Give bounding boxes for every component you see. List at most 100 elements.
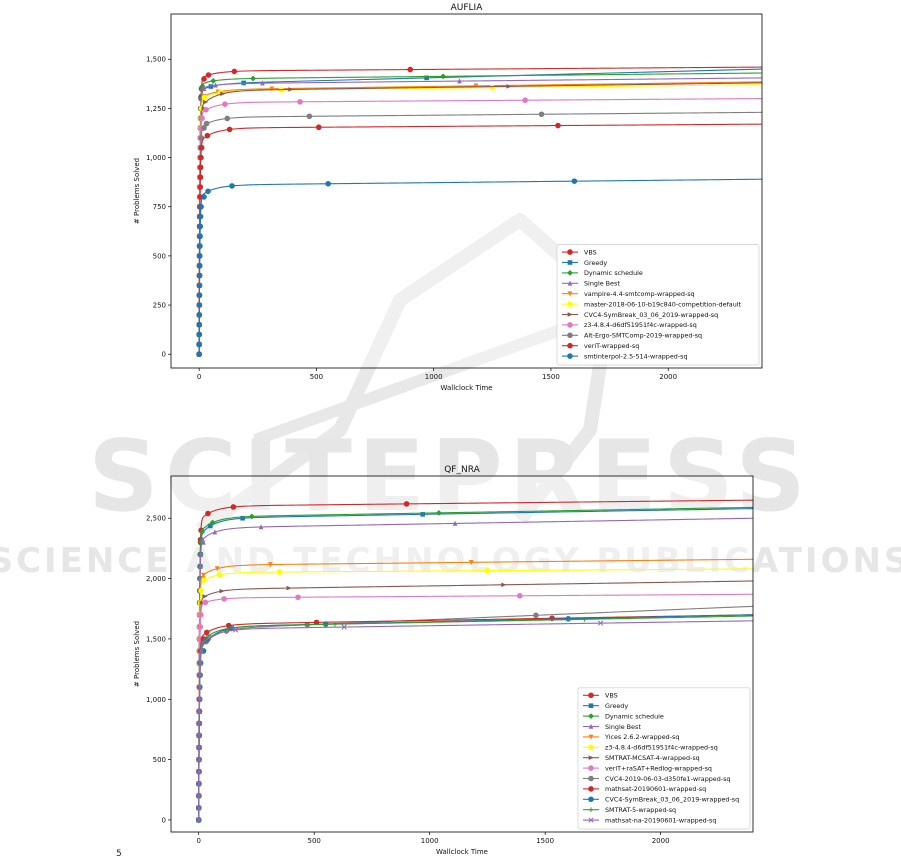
- series-marker: [231, 68, 238, 75]
- series-marker: [288, 87, 294, 92]
- series-marker: [248, 513, 255, 520]
- legend-marker: [567, 332, 573, 339]
- legend: VBS Greedy Dynamic schedule Single Best Yice…: [577, 687, 751, 830]
- legend-label: CVC4-SymBreak_03_06_2019-wrapped-sq: [605, 796, 739, 804]
- series-marker: [260, 80, 265, 86]
- legend-marker: [588, 775, 594, 782]
- series-marker: [201, 539, 206, 545]
- legend-marker: [567, 312, 573, 317]
- legend-label: VBS: [584, 248, 597, 256]
- series-marker: [538, 111, 545, 118]
- legend-item: veriT+raSAT+Redlog-wrapped-sq: [583, 764, 712, 772]
- series-marker: [241, 80, 247, 86]
- series-marker: [197, 243, 203, 249]
- series-marker: [230, 504, 237, 510]
- y-axis-label: # Problems Solved: [133, 621, 141, 687]
- x-tick-label: 2000: [652, 837, 670, 845]
- legend-item: CVC4-SymBreak_03_06_2019-wrapped-sq: [562, 311, 718, 319]
- series-marker: [286, 585, 292, 591]
- series-marker: [201, 125, 207, 131]
- series-marker: [197, 660, 204, 666]
- series-marker: [198, 144, 205, 151]
- series-marker: [233, 627, 239, 633]
- x-tick-label: 0: [196, 837, 200, 845]
- series-marker: [231, 625, 236, 630]
- series-marker: [332, 621, 338, 627]
- y-tick-label: 1,250: [146, 105, 166, 113]
- series-line-smtrat-mcsat-4-wrapped-sq: [198, 580, 753, 820]
- series-marker: [196, 756, 202, 763]
- series-marker: [210, 78, 217, 84]
- series-marker: [222, 101, 228, 108]
- legend-item: Single Best: [583, 723, 641, 731]
- legend-marker: [588, 692, 594, 699]
- series-marker: [200, 85, 206, 91]
- legend-label: mathsat-na-20190601-wrapped-sq: [605, 816, 716, 824]
- series-marker: [221, 596, 227, 602]
- series-marker: [198, 587, 204, 594]
- auflia-chart: 0 500 1000 1500 2000 0 250 500 750 1,000 1,250 1,50…: [133, 3, 763, 392]
- series-marker: [501, 582, 507, 588]
- series-marker: [199, 600, 205, 606]
- series-marker: [268, 562, 273, 568]
- x-tick-label: 500: [310, 373, 323, 381]
- legend-marker: [567, 301, 573, 307]
- series-marker: [196, 302, 203, 308]
- legend-label: master-2018-06-10-b19c840-competition-de…: [584, 300, 742, 308]
- x-axis-label: Wallclock Time: [441, 384, 493, 392]
- series-marker: [209, 519, 216, 526]
- series-line-single-best: [198, 517, 753, 820]
- legend-label: VBS: [605, 692, 618, 700]
- series-line-z3-4-8-4-d6df51951f4c-wrapped-sq: [198, 568, 753, 820]
- series-marker: [196, 720, 202, 727]
- y-tick-label: 500: [153, 756, 166, 764]
- legend-label: Dynamic schedule: [584, 269, 643, 277]
- series-marker: [197, 684, 203, 690]
- legend-label: Greedy: [584, 259, 607, 267]
- x-tick-label: 500: [308, 837, 321, 845]
- series-marker: [197, 233, 203, 240]
- series-marker: [420, 512, 426, 517]
- series-marker: [196, 272, 203, 279]
- legend-label: smtinterpol-2.5-514-wrapped-sq: [584, 352, 688, 360]
- series-line-mathsat-na-20190601-wrapped-sq: [198, 620, 753, 820]
- legend-label: Dynamic schedule: [605, 712, 664, 720]
- plot-frame: [170, 13, 763, 369]
- legend-label: SMTRAT-5-wrapped-sq: [605, 806, 676, 814]
- series-marker: [565, 616, 572, 622]
- legend-label: Single Best: [584, 280, 620, 288]
- series-marker: [516, 592, 523, 599]
- series-marker: [201, 572, 206, 578]
- legend-marker: [588, 796, 594, 803]
- legend-item: Alt-Ergo-SMTComp-2019-wrapped-sq: [562, 332, 702, 340]
- legend-label: z3-4.8.4-d6df51951f4c-wrapped-sq: [584, 321, 697, 329]
- series-marker: [201, 76, 207, 82]
- series-marker: [582, 616, 587, 622]
- series-marker: [196, 292, 203, 299]
- series-marker: [196, 312, 203, 318]
- series-marker: [196, 321, 203, 328]
- series-marker: [224, 115, 231, 122]
- chart-title: QF_NRA: [444, 465, 480, 475]
- series-marker: [196, 331, 203, 338]
- y-tick-label: 2,500: [146, 515, 166, 523]
- legend-marker: [567, 260, 573, 265]
- legend-box: [556, 244, 760, 366]
- y-tick-label: 1,000: [146, 696, 166, 704]
- series-marker: [197, 213, 204, 220]
- legend-label: veriT-wrapped-sq: [584, 342, 639, 350]
- series-marker: [229, 183, 235, 189]
- series-marker: [240, 515, 245, 521]
- series-marker: [206, 635, 212, 641]
- legend-item: master-2018-06-10-b19c840-competition-de…: [562, 300, 742, 308]
- legend-item: CVC4-SymBreak_03_06_2019-wrapped-sq: [583, 796, 739, 804]
- legend-item: Greedy: [562, 259, 607, 267]
- series-marker: [226, 126, 233, 133]
- series-marker: [196, 351, 202, 358]
- series-marker: [250, 75, 256, 82]
- legend-label: z3-4.8.4-d6df51951f4c-wrapped-sq: [605, 744, 718, 752]
- series-marker: [196, 696, 203, 702]
- legend-item: mathsat-na-20190601-wrapped-sq: [583, 816, 716, 824]
- series-marker: [407, 66, 414, 73]
- series-marker: [533, 612, 539, 619]
